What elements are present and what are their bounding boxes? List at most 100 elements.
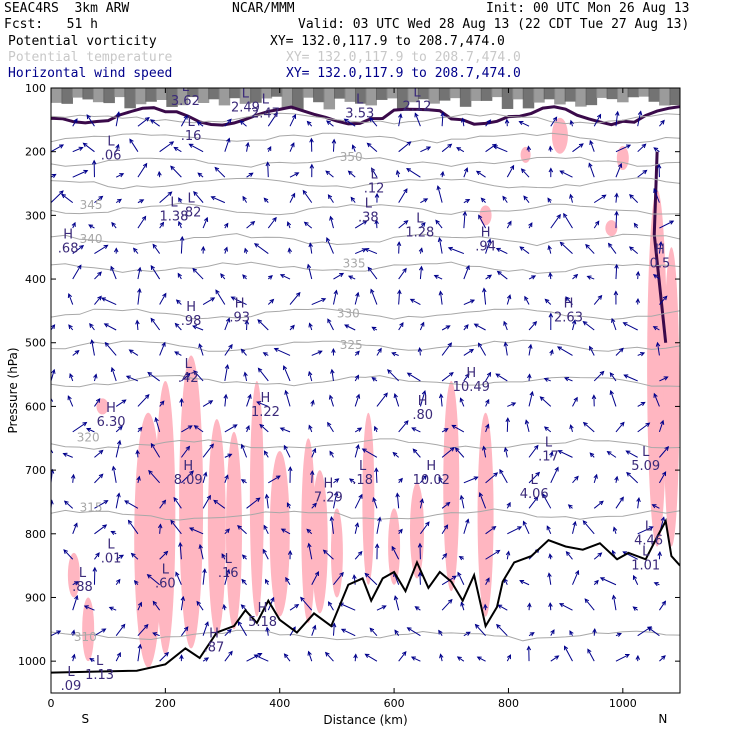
wind-vector: [51, 584, 52, 585]
wind-arrowhead: [420, 222, 426, 227]
wind-arrowhead: [398, 528, 403, 534]
wind-vector: [115, 112, 120, 127]
wind-vector: [194, 425, 204, 433]
wind-vector: [94, 628, 106, 637]
wind-vector: [328, 601, 334, 611]
wind-arrowhead: [77, 264, 82, 270]
hl-marker: L: [162, 562, 170, 577]
wind-vector: [637, 143, 646, 153]
wind-arrowhead: [653, 147, 659, 152]
wind-arrowhead: [387, 369, 392, 374]
wind-arrowhead: [392, 451, 398, 457]
wind-vector: [159, 400, 165, 407]
wind-vector: [572, 521, 576, 534]
hl-marker: L: [225, 552, 233, 567]
wind-vector: [528, 445, 539, 458]
wind-arrowhead: [655, 341, 661, 347]
wind-arrowhead: [589, 139, 594, 146]
wind-arrowhead: [612, 526, 618, 532]
wind-arrowhead: [240, 604, 246, 609]
wind-vector: [483, 288, 487, 305]
wind-vector: [370, 289, 378, 305]
pv-band-cell: [396, 88, 409, 110]
wind-arrowhead: [173, 146, 179, 152]
wind-arrowhead: [609, 389, 614, 395]
organization: NCAR/MMM: [232, 1, 295, 16]
wind-vector: [441, 447, 455, 458]
wind-vector: [115, 493, 120, 509]
wind-vector: [392, 352, 399, 356]
wind-vector: [657, 342, 660, 356]
wind-arrowhead: [438, 476, 443, 482]
wind-arrowhead: [63, 500, 69, 506]
pv-shade: [179, 355, 204, 649]
wind-arrowhead: [366, 142, 372, 148]
wind-vector: [180, 596, 184, 611]
wind-vector: [653, 326, 660, 331]
wind-arrowhead: [437, 237, 443, 243]
wind-vector: [550, 214, 561, 229]
wind-arrowhead: [116, 492, 121, 498]
wind-vector: [266, 627, 269, 636]
wind-arrowhead: [174, 322, 180, 328]
wind-vector: [557, 346, 573, 356]
y-tick-label: 400: [25, 273, 46, 286]
wind-arrowhead: [438, 290, 444, 296]
wind-arrowhead: [173, 496, 178, 502]
wind-arrowhead: [506, 654, 511, 660]
wind-arrowhead: [185, 372, 191, 378]
wind-arrowhead: [178, 541, 183, 547]
wind-arrowhead: [69, 373, 74, 379]
wind-arrowhead: [273, 112, 278, 117]
hl-value: 10.02: [413, 473, 450, 488]
wind-vector: [566, 551, 573, 560]
wind-arrowhead: [82, 421, 88, 427]
wind-arrowhead: [401, 651, 407, 656]
wind-vector: [407, 627, 421, 637]
wind-vector: [72, 350, 80, 356]
wind-arrowhead: [517, 526, 523, 531]
wind-vector: [330, 516, 334, 534]
wind-arrowhead: [659, 419, 665, 425]
wind-vector: [600, 577, 617, 586]
wind-arrowhead: [51, 448, 54, 454]
wind-vector: [485, 472, 498, 484]
wind-arrowhead: [73, 522, 78, 528]
wind-vector: [420, 198, 428, 204]
wind-arrowhead: [548, 167, 554, 173]
wind-vector: [193, 191, 204, 203]
wind-arrowhead: [635, 654, 641, 660]
wind-arrowhead: [269, 298, 275, 304]
wind-vector: [497, 604, 508, 611]
wind-arrowhead: [369, 117, 374, 122]
wind-vector: [394, 596, 400, 611]
wind-arrowhead: [161, 499, 167, 505]
wind-vector: [451, 424, 465, 433]
pv-band-cell: [166, 88, 178, 107]
wind-arrowhead: [535, 471, 541, 477]
wind-vector: [332, 139, 335, 152]
wind-arrowhead: [309, 163, 315, 169]
pv-band-cell: [438, 88, 451, 101]
wind-vector: [213, 499, 226, 509]
wind-arrowhead: [58, 190, 64, 195]
wind-arrowhead: [589, 345, 594, 351]
wind-vector: [237, 621, 247, 636]
wind-arrowhead: [200, 245, 206, 251]
wind-arrowhead: [578, 143, 584, 148]
wind-arrowhead: [397, 289, 402, 295]
wind-arrowhead: [527, 373, 532, 379]
legend-theta-xy: XY= 132.0,117.9 to 208.7,474.0: [286, 50, 521, 65]
wind-arrowhead: [152, 243, 157, 249]
wind-arrowhead: [306, 528, 312, 534]
wind-vector: [523, 195, 530, 203]
hl-marker: L: [107, 537, 115, 552]
wind-arrowhead: [464, 324, 469, 329]
wind-vector: [593, 552, 602, 560]
wind-arrowhead: [157, 170, 162, 176]
wind-vector: [419, 266, 423, 280]
wind-arrowhead: [262, 352, 268, 357]
wind-arrowhead: [547, 572, 552, 578]
wind-arrowhead: [611, 549, 616, 555]
wind-arrowhead: [89, 322, 94, 328]
